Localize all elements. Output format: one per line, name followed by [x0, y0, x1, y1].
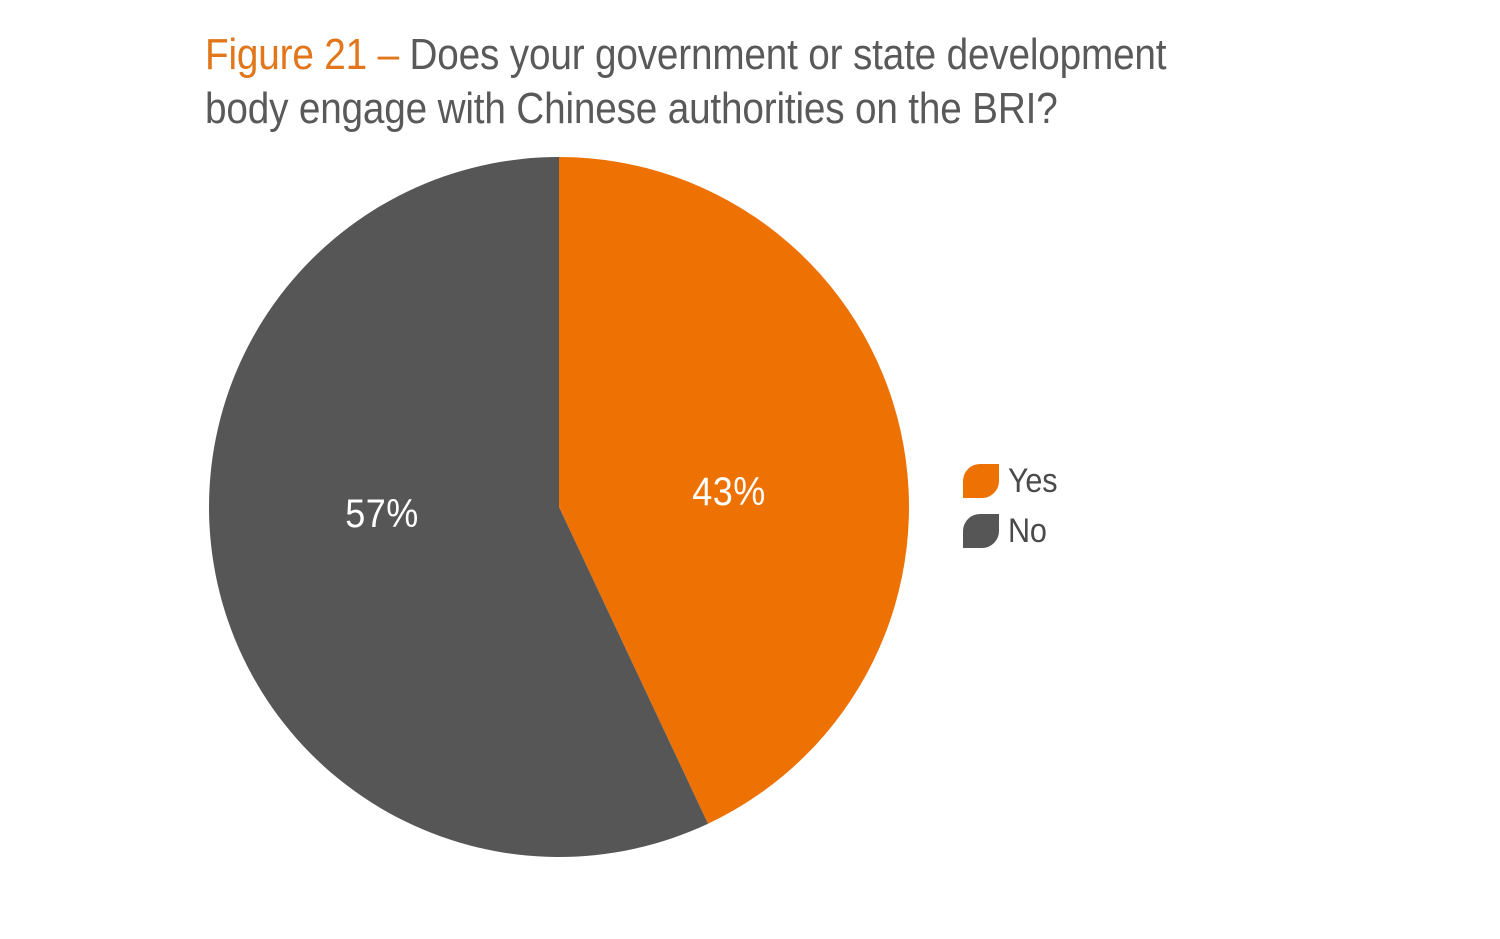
page-title: Figure 21 – Does your government or stat… [205, 28, 1191, 136]
legend-swatch-yes-icon [963, 464, 999, 498]
figure-question-text: Does your government or state developmen… [205, 30, 1167, 133]
pie-slices-group [208, 157, 910, 857]
legend-label-yes: Yes [1008, 462, 1058, 500]
legend-item-yes[interactable]: Yes [963, 462, 1063, 500]
legend-item-no[interactable]: No [963, 512, 1063, 550]
legend-label-no: No [1008, 512, 1047, 550]
pie-slice-no[interactable] [208, 157, 709, 857]
legend-swatch-no-icon [963, 514, 999, 548]
chart-legend: Yes No [963, 462, 1063, 550]
figure-number-label: Figure 21 – [205, 30, 399, 79]
pie-slice-yes[interactable] [559, 157, 910, 824]
